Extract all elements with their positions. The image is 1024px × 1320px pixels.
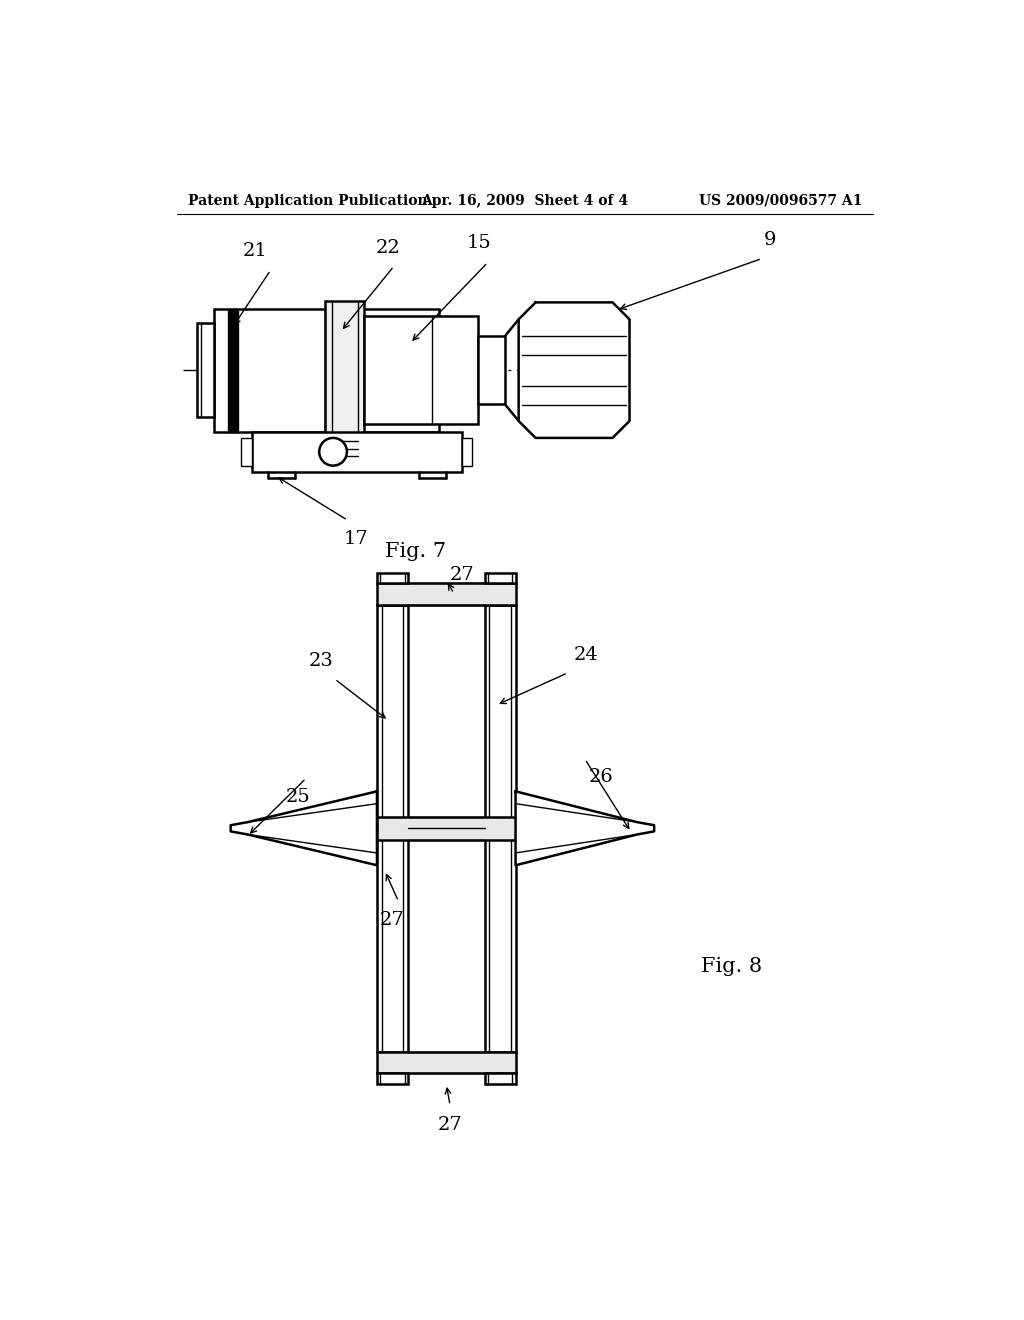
Circle shape <box>319 438 347 466</box>
Text: Fig. 8: Fig. 8 <box>700 957 762 977</box>
Bar <box>377 605 408 1052</box>
Bar <box>242 438 252 466</box>
Text: 15: 15 <box>466 235 490 252</box>
Text: 27: 27 <box>450 566 474 585</box>
Bar <box>252 432 462 471</box>
Text: 9: 9 <box>764 231 776 249</box>
Text: 27: 27 <box>380 911 404 929</box>
Bar <box>484 573 515 583</box>
Bar <box>377 583 515 605</box>
Bar <box>326 301 364 440</box>
Bar <box>214 309 438 432</box>
Bar <box>484 1073 515 1084</box>
Text: 26: 26 <box>589 768 613 787</box>
Text: 23: 23 <box>309 652 334 669</box>
Bar <box>364 317 478 424</box>
Text: 22: 22 <box>376 239 400 257</box>
Text: Patent Application Publication: Patent Application Publication <box>188 194 428 207</box>
Polygon shape <box>230 792 377 866</box>
Bar <box>377 817 515 840</box>
Text: Fig. 7: Fig. 7 <box>385 541 446 561</box>
Bar <box>484 605 515 1052</box>
Bar <box>478 337 505 404</box>
Text: 17: 17 <box>344 531 369 548</box>
Bar <box>462 438 472 466</box>
Text: US 2009/0096577 A1: US 2009/0096577 A1 <box>698 194 862 207</box>
Text: Apr. 16, 2009  Sheet 4 of 4: Apr. 16, 2009 Sheet 4 of 4 <box>421 194 629 207</box>
Polygon shape <box>518 302 630 438</box>
Bar <box>377 573 408 583</box>
Text: 24: 24 <box>573 645 598 664</box>
Text: 25: 25 <box>286 788 311 807</box>
Bar <box>377 1073 408 1084</box>
Text: 27: 27 <box>437 1115 463 1134</box>
Text: 21: 21 <box>243 242 267 260</box>
Bar <box>197 323 214 417</box>
Bar <box>377 1052 515 1073</box>
Polygon shape <box>515 792 654 866</box>
